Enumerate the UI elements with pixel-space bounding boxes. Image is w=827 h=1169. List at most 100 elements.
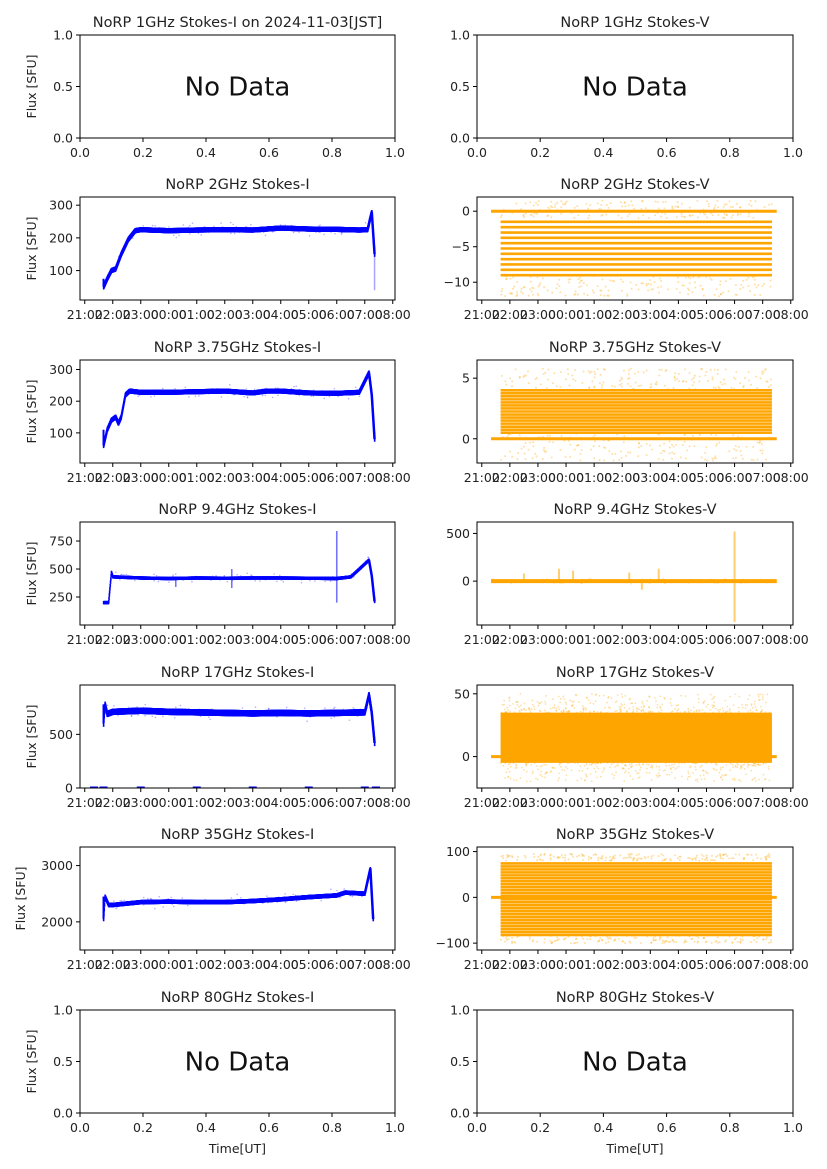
data-point	[602, 579, 604, 582]
x-tick-label: 05:00	[688, 307, 724, 322]
data-point	[239, 226, 242, 229]
data-point	[757, 579, 760, 582]
data-point	[580, 279, 583, 282]
x-tick-label: 23:00	[520, 632, 556, 647]
data-point	[282, 227, 285, 230]
data-point	[724, 280, 727, 283]
data-point	[731, 214, 734, 217]
data-point	[710, 212, 713, 215]
data-point	[500, 290, 503, 293]
data-point	[367, 556, 370, 559]
x-tick-label: 04:00	[660, 307, 696, 322]
data-point	[508, 450, 511, 453]
data-point	[633, 580, 636, 583]
subplot-title: NoRP 2GHz Stokes-I	[165, 177, 309, 193]
data-point	[208, 231, 210, 234]
data-points	[491, 199, 777, 298]
data-point	[559, 291, 562, 294]
data-point	[328, 229, 330, 232]
data-point	[714, 455, 717, 458]
data-point	[602, 368, 605, 371]
data-point	[736, 214, 739, 217]
x-tick-label: 21:00	[67, 307, 103, 322]
data-point	[537, 200, 540, 203]
data-point	[702, 581, 705, 583]
data-point	[704, 374, 707, 377]
data-point	[734, 444, 737, 447]
data-point	[647, 580, 650, 583]
x-tick-label: 0.4	[196, 145, 216, 160]
data-point	[271, 391, 273, 394]
y-tick-label: 0	[462, 574, 470, 589]
data-point	[703, 579, 706, 582]
data-point	[360, 389, 363, 391]
data-point	[620, 581, 623, 584]
y-tick-label: 0.0	[53, 131, 73, 146]
x-tick-label: 00:00	[548, 307, 584, 322]
data-point	[546, 215, 549, 218]
data-point	[591, 380, 594, 383]
data-point	[514, 368, 517, 371]
data-point	[522, 213, 525, 216]
data-point	[754, 200, 757, 203]
data-point	[529, 288, 532, 291]
data-point	[321, 389, 323, 392]
data-point	[582, 579, 585, 582]
data-point	[540, 581, 543, 584]
data-point	[577, 278, 580, 281]
data-point	[675, 287, 678, 290]
data-point	[656, 200, 659, 203]
data-point	[579, 580, 582, 583]
data-point	[670, 457, 673, 460]
data-point	[588, 386, 591, 389]
data-point	[282, 581, 285, 583]
data-point	[537, 436, 540, 439]
data-point	[626, 215, 629, 218]
data-point	[284, 224, 287, 226]
data-point	[536, 431, 539, 434]
data-point	[679, 456, 682, 459]
data-point	[753, 294, 756, 297]
x-tick-label: 22:00	[492, 470, 528, 485]
data-point	[667, 388, 670, 391]
data-point	[161, 387, 164, 390]
data-point	[613, 280, 616, 283]
x-tick-label: 0.2	[133, 145, 153, 160]
x-tick-label: 07:00	[745, 307, 781, 322]
data-point	[766, 380, 769, 383]
data-point	[676, 201, 679, 204]
data-point	[596, 367, 599, 370]
data-point	[273, 389, 275, 392]
data-point	[660, 279, 663, 282]
y-tick-label: 100	[49, 263, 73, 278]
data-point	[671, 205, 674, 208]
data-point	[637, 371, 640, 374]
data-point	[519, 579, 522, 582]
data-point	[605, 213, 608, 216]
data-point	[532, 287, 535, 290]
data-point	[709, 274, 712, 277]
data-point	[629, 367, 632, 370]
data-point	[317, 227, 320, 229]
data-point	[598, 382, 601, 385]
data-point	[647, 209, 650, 212]
data-point	[699, 275, 702, 278]
data-point	[734, 293, 737, 296]
data-point	[336, 576, 338, 578]
data-point	[599, 579, 601, 582]
data-point	[127, 575, 129, 577]
data-point	[518, 376, 521, 379]
data-point	[373, 599, 376, 604]
data-point	[722, 378, 725, 381]
data-point	[712, 208, 715, 211]
x-tick-label: 22:00	[492, 632, 528, 647]
data-point	[577, 444, 580, 447]
data-point	[358, 395, 361, 398]
data-point	[696, 199, 699, 202]
data-point	[634, 372, 637, 375]
data-point	[717, 295, 720, 298]
data-point	[554, 579, 557, 582]
data-point	[713, 293, 716, 296]
data-point	[536, 293, 539, 296]
